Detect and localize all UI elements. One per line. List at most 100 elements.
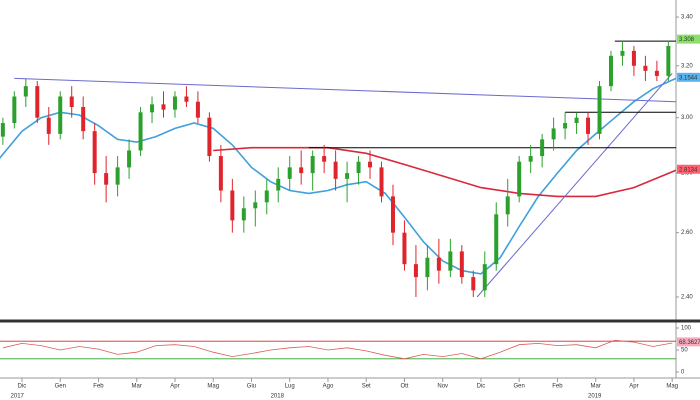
x-tick-label: Gen: [55, 384, 66, 390]
moving-average: [213, 146, 677, 198]
candle-body: [161, 104, 166, 110]
candle-body: [356, 161, 361, 174]
candle-body: [574, 117, 579, 124]
y-tick-label: 3.00: [681, 115, 693, 121]
price-tag-label: 3.1544: [679, 75, 698, 81]
x-tick-label: Dic: [18, 384, 27, 390]
x-tick-label: Nov: [437, 384, 448, 390]
candle-body: [81, 107, 86, 132]
trend-line: [476, 73, 673, 298]
y-tick-label: 50: [681, 348, 688, 354]
candle-body: [127, 150, 132, 168]
candle-body: [459, 251, 464, 278]
candle-body: [276, 178, 281, 191]
candle-body: [207, 117, 212, 157]
candle-body: [643, 65, 648, 71]
candle-body: [69, 96, 74, 108]
candle-body: [551, 128, 556, 140]
x-tick-label: Apr: [170, 384, 179, 390]
candle-body: [241, 208, 246, 221]
candle-body: [35, 86, 40, 118]
candle-body: [138, 112, 143, 151]
candle-body: [345, 173, 350, 179]
candle-body: [310, 156, 315, 174]
candle-body: [46, 117, 51, 134]
candle-body: [390, 196, 395, 233]
price-tag: [677, 337, 700, 347]
candle-body: [58, 96, 63, 134]
candle-body: [92, 131, 97, 174]
candle-body: [172, 96, 177, 110]
y-tick-label: 2.40: [681, 295, 693, 301]
candle-body: [333, 161, 338, 179]
candle-body: [253, 202, 258, 209]
rsi-line: [2, 339, 673, 360]
candle-body: [666, 45, 671, 76]
price-tag-label: 68.3627: [679, 340, 700, 346]
candle-body: [517, 161, 522, 197]
y-tick-label: 0: [681, 370, 685, 376]
candle-body: [195, 101, 200, 118]
candle-body: [620, 50, 625, 56]
price-tag-label: 2.8134: [679, 167, 698, 173]
candle-body: [540, 139, 545, 157]
price-tag: [677, 72, 700, 82]
candle-body: [287, 167, 292, 179]
candle-body: [528, 156, 533, 162]
x-tick-label: Mar: [591, 384, 601, 390]
candle-body: [436, 257, 441, 271]
x-tick-label: Mag: [666, 384, 678, 390]
x-tick-label: Lug: [285, 384, 295, 390]
candle-body: [379, 167, 384, 197]
candle-body: [12, 96, 17, 124]
candle-body: [586, 117, 591, 134]
price-tag-label: 3.308: [679, 37, 695, 43]
x-tick-label: Ago: [323, 384, 334, 390]
year-label: 2018: [271, 394, 285, 400]
candle-body: [597, 86, 602, 134]
candle-body: [0, 123, 5, 137]
candle-body: [563, 123, 568, 129]
candle-body: [184, 96, 189, 102]
candle-body: [631, 50, 636, 66]
x-tick-label: Feb: [93, 384, 104, 390]
x-tick-label: Dic: [477, 384, 486, 390]
candle-body: [482, 264, 487, 291]
candle-body: [115, 167, 120, 185]
candle-body: [368, 161, 373, 168]
year-label: 2017: [11, 394, 25, 400]
price-tag: [677, 164, 700, 174]
price-tag: [677, 34, 700, 44]
x-tick-label: Giu: [247, 384, 256, 390]
candle-body: [505, 196, 510, 215]
x-tick-label: Apr: [629, 384, 638, 390]
candle-body: [322, 156, 327, 162]
candle-body: [104, 173, 109, 185]
candle-body: [150, 104, 155, 113]
candle-body: [264, 190, 269, 203]
candle-body: [608, 55, 613, 87]
y-tick-label: 100: [681, 326, 692, 332]
x-tick-label: Set: [362, 384, 371, 390]
trend-line: [14, 77, 677, 103]
candle-body: [471, 277, 476, 291]
candle-body: [299, 167, 304, 174]
candle-body: [654, 70, 659, 76]
x-tick-label: Gen: [514, 384, 525, 390]
candle-body: [23, 86, 28, 97]
candle-body: [425, 257, 430, 278]
candle-body: [494, 214, 499, 265]
candle-body: [448, 251, 453, 271]
x-tick-label: Ott: [400, 384, 408, 390]
y-tick-label: 2.60: [681, 230, 693, 236]
candle-body: [413, 264, 418, 278]
year-label: 2019: [588, 394, 602, 400]
x-tick-label: Feb: [552, 384, 563, 390]
y-tick-label: 3.20: [681, 63, 693, 69]
y-tick-label: 3.40: [681, 15, 693, 21]
candle-body: [402, 232, 407, 265]
candle-body: [230, 190, 235, 221]
x-tick-label: Mar: [132, 384, 142, 390]
